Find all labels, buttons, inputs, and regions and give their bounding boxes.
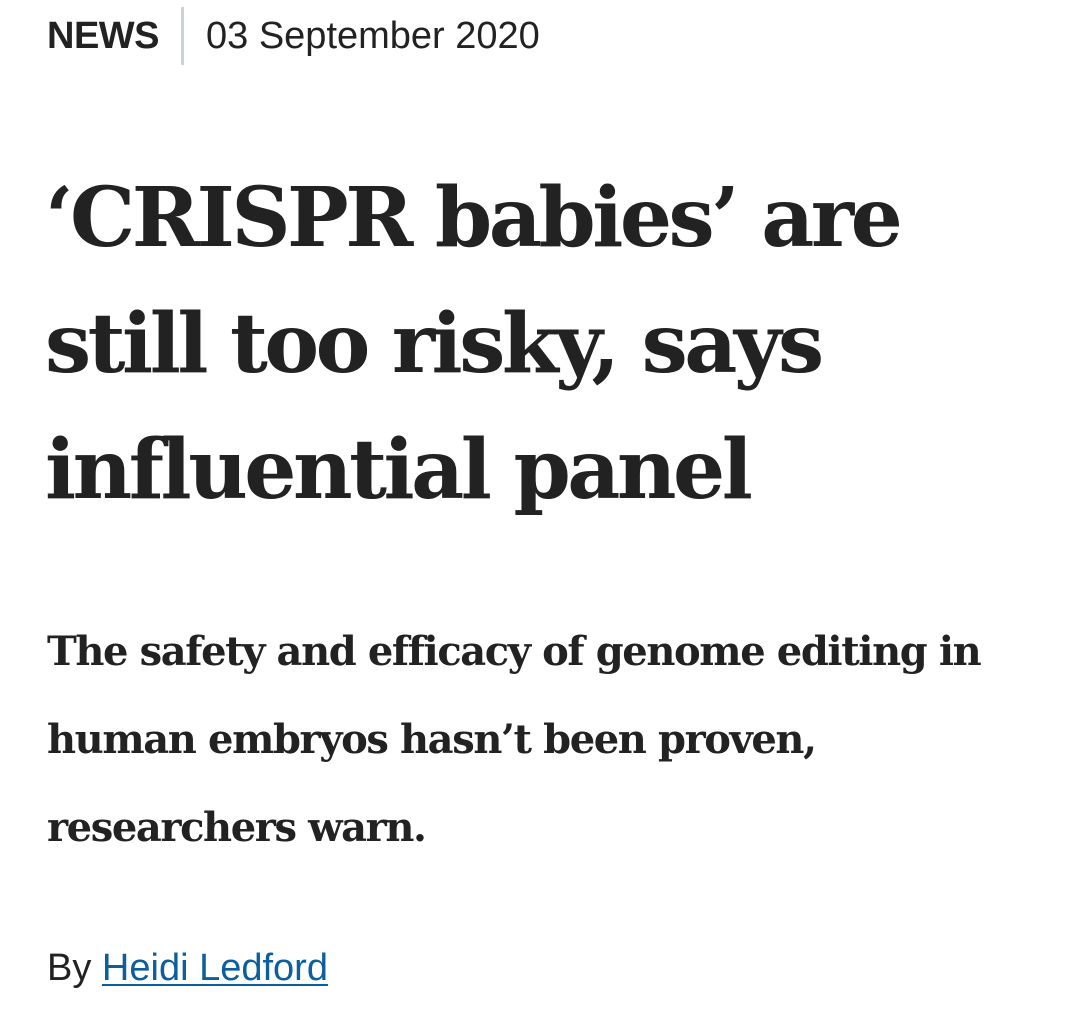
meta-divider	[181, 7, 184, 65]
article-meta: NEWS 03 September 2020	[47, 7, 540, 65]
article-title: ‘CRISPR babies’ are still too risky, say…	[45, 170, 903, 518]
article-category[interactable]: NEWS	[47, 14, 160, 57]
article-date: 03 September 2020	[206, 14, 540, 57]
article-byline: By Heidi Ledford	[47, 947, 328, 990]
author-link[interactable]: Heidi Ledford	[101, 947, 328, 989]
byline-prefix: By	[47, 947, 92, 989]
article-standfirst: The safety and efficacy of genome editin…	[47, 628, 982, 851]
